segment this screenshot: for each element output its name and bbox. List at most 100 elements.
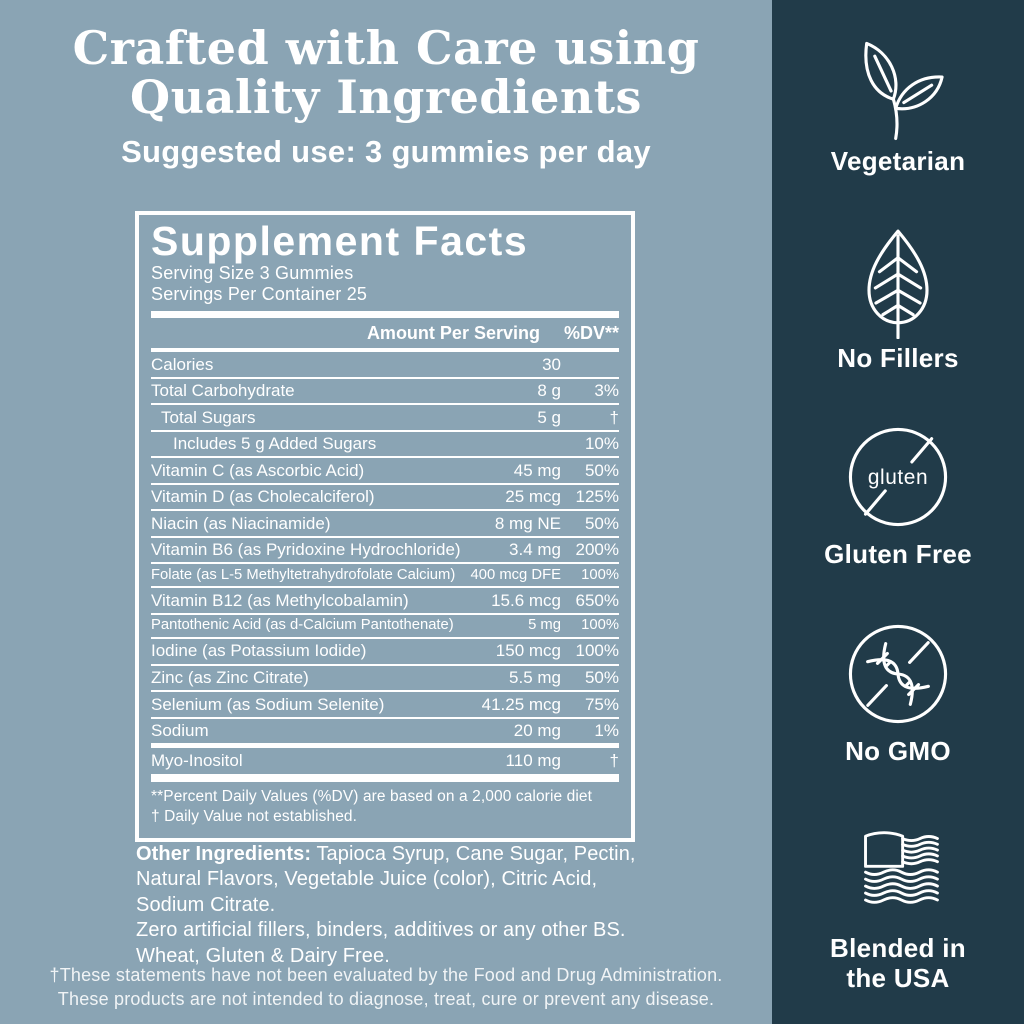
label-left-panel: Crafted with Care using Quality Ingredie…: [0, 0, 772, 1024]
no-fillers-claim-text: Zero artificial fillers, binders, additi…: [136, 919, 626, 942]
nutrient-name: Includes 5 g Added Sugars: [173, 434, 377, 454]
badge-label: Vegetarian: [830, 146, 966, 176]
nutrient-amount: 41.25 mcg: [481, 694, 561, 714]
supplement-row: Selenium (as Sodium Selenite) 41.25 mcg 75…: [151, 690, 619, 717]
supplement-row: Sodium 20 mg 1%: [151, 716, 619, 744]
badge-label: Blended in the USA: [830, 932, 966, 994]
column-header-amount: Amount Per Serving: [366, 323, 540, 343]
supplement-row: Iodine (as Potassium Iodide) 150 mcg 100%: [151, 636, 619, 664]
other-ingredients-label: Other Ingredients:: [136, 843, 312, 865]
other-ingredients-section: Other Ingredients: Tapioca Syrup, Cane S…: [136, 842, 756, 969]
nutrient-amount: 400 mcg DFE: [470, 566, 561, 583]
nutrient-name: Vitamin B6 (as Pyridoxine Hydrochloride): [151, 540, 461, 560]
nutrient-name: Selenium (as Sodium Selenite): [151, 694, 385, 714]
supplement-row: Calories 30: [151, 348, 619, 377]
supplement-row: Folate (as L-5 Methyltetrahydrofolate Ca…: [151, 562, 619, 586]
nutrient-amount: 5 g: [537, 407, 561, 427]
nutrient-dv: 3%: [594, 381, 619, 401]
nutrient-amount: 5 mg: [528, 617, 561, 634]
nutrient-dv: 50%: [584, 460, 619, 480]
supplement-row: Pantothenic Acid (as d-Calcium Pantothen…: [151, 612, 619, 637]
nutrient-dv: 200%: [575, 540, 619, 560]
gluten-icon-text: gluten: [868, 466, 928, 489]
badge-label: No GMO: [845, 735, 951, 766]
supplement-row: Total Carbohydrate 8 g 3%: [151, 376, 619, 404]
table-column-headers: Amount Per Serving %DV**: [151, 318, 619, 348]
nutrient-amount: 3.4 mg: [509, 540, 561, 560]
nutrient-dv: 50%: [584, 668, 619, 687]
nutrient-dv: 650%: [575, 590, 619, 610]
column-header-dv: %DV**: [563, 323, 619, 343]
nutrient-amount: 20 mg: [513, 721, 561, 741]
nutrient-name: Total Sugars: [161, 407, 256, 427]
allergen-free-text: Wheat, Gluten & Dairy Free.: [136, 944, 390, 967]
nutrient-name: Total Carbohydrate: [151, 381, 295, 401]
nutrient-dv: 75%: [584, 694, 619, 714]
page-title: Crafted with Care using Quality Ingredie…: [72, 21, 700, 125]
fda-disclaimer: †These statements have not been evaluate…: [0, 964, 772, 1012]
serving-size-text: Serving Size 3 Gummies: [151, 262, 354, 283]
supplement-facts-rows: Calories 30 Total Carbohydrate 8 g 3% Total S…: [151, 348, 619, 773]
nutrient-name: Calories: [151, 354, 214, 374]
nutrient-name: Vitamin C (as Ascorbic Acid): [151, 460, 365, 480]
nutrient-amount: 8 g: [537, 381, 561, 401]
nutrient-amount: 30: [542, 354, 561, 374]
badge-gluten-free: gluten Gluten Free: [824, 419, 972, 570]
supplement-row: Vitamin B6 (as Pyridoxine Hydrochloride)…: [151, 535, 619, 563]
supplement-facts-title: Supplement Facts: [151, 218, 529, 264]
footnote-dagger: † Daily Value not established.: [151, 808, 358, 826]
nutrient-amount: 25 mcg: [505, 487, 561, 507]
supplement-row: Vitamin C (as Ascorbic Acid) 45 mg 50%: [151, 456, 619, 483]
supplement-row: Myo-Inositol 110 mg †: [151, 743, 619, 773]
nutrient-name: Niacin (as Niacinamide): [151, 513, 331, 533]
nutrient-amount: 45 mg: [513, 460, 561, 480]
supplement-row: Includes 5 g Added Sugars 10%: [151, 429, 619, 457]
nutrient-name: Vitamin B12 (as Methylcobalamin): [151, 590, 409, 610]
nutrient-dv: †: [609, 407, 619, 427]
badge-no-gmo: No GMO: [840, 616, 956, 767]
nutrient-name: Sodium: [151, 721, 209, 741]
nutrient-amount: 150 mcg: [495, 641, 561, 661]
nutrient-dv: 100%: [581, 617, 619, 634]
nutrient-amount: 110 mg: [505, 750, 561, 770]
nutrient-dv: 100%: [575, 641, 619, 661]
nutrient-name: Zinc (as Zinc Citrate): [151, 668, 309, 687]
badge-label: Gluten Free: [824, 539, 972, 570]
servings-per-container-text: Servings Per Container 25: [151, 284, 368, 305]
nutrient-name: Myo-Inositol: [151, 750, 243, 770]
dna-crossed-circle-icon: [848, 624, 948, 724]
nutrient-name: Folate (as L-5 Methyltetrahydrofolate Ca…: [151, 566, 456, 583]
nutrient-dv: 50%: [584, 513, 619, 533]
supplement-row: Niacin (as Niacinamide) 8 mg NE 50%: [151, 509, 619, 536]
feature-badges-sidebar: Vegetarian No Fillers: [772, 0, 1024, 1024]
usa-flag-icon: [864, 830, 939, 904]
supplement-row: Total Sugars 5 g †: [151, 403, 619, 430]
nutrient-amount: 15.6 mcg: [491, 590, 561, 610]
nutrient-amount: 5.5 mg: [509, 668, 561, 687]
badge-label: No Fillers: [837, 342, 959, 373]
other-ingredients-list: Tapioca Syrup, Cane Sugar, Pectin, Natur…: [136, 843, 636, 916]
nutrient-dv: 100%: [581, 566, 619, 583]
nutrient-name: Pantothenic Acid (as d-Calcium Pantothen…: [151, 617, 454, 634]
footnote-dv: **Percent Daily Values (%DV) are based o…: [151, 787, 593, 805]
other-ingredients-paragraph: Other Ingredients: Tapioca Syrup, Cane S…: [136, 842, 756, 918]
divider-bar: [151, 311, 619, 318]
nutrient-name: Iodine (as Potassium Iodide): [151, 641, 367, 661]
leaf-veins-icon: [867, 229, 929, 339]
nutrient-dv: 10%: [584, 434, 619, 454]
nutrient-dv: 1%: [594, 721, 619, 741]
supplement-row: Vitamin B12 (as Methylcobalamin) 15.6 mcg…: [151, 586, 619, 613]
badge-vegetarian: Vegetarian: [831, 26, 966, 177]
disclaimer-line-1: †These statements have not been evaluate…: [49, 965, 723, 986]
footnotes: **Percent Daily Values (%DV) are based o…: [151, 773, 619, 828]
badge-no-fillers: No Fillers: [837, 223, 958, 374]
suggested-use-text: Suggested use: 3 gummies per day: [121, 134, 651, 170]
gluten-crossed-circle-icon: gluten: [848, 428, 948, 527]
nutrient-amount: 8 mg NE: [494, 513, 561, 533]
nutrient-dv: 125%: [575, 487, 619, 507]
nutrient-dv: †: [609, 750, 619, 770]
supplement-row: Vitamin D (as Cholecalciferol) 25 mcg 125%: [151, 482, 619, 510]
nutrient-name: Vitamin D (as Cholecalciferol): [151, 487, 375, 507]
leaf-sprig-icon: [864, 41, 944, 141]
